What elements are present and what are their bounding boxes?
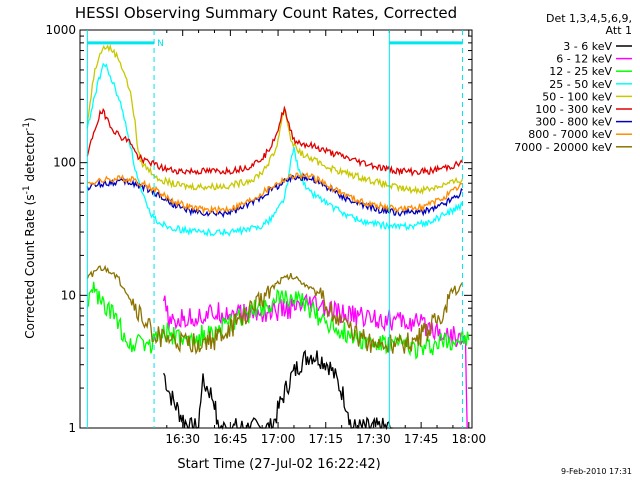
legend-header: Det 1,3,4,5,6,9,: [546, 12, 632, 25]
legend-header: Att 1: [606, 24, 632, 37]
legend-label: 800 - 7000 keV: [528, 128, 612, 141]
x-tick-label: 18:00: [452, 432, 487, 446]
y-tick-label: 1: [68, 421, 76, 435]
x-tick-label: 17:45: [404, 432, 439, 446]
annotation-n: N: [157, 39, 164, 49]
series-line: [86, 171, 463, 216]
y-axis-label-mid: detector: [23, 131, 37, 186]
series-line: [86, 43, 464, 196]
legend-label: 300 - 800 keV: [535, 116, 612, 129]
y-axis-label-sup2: -1: [22, 122, 32, 131]
legend-label: 25 - 50 keV: [549, 78, 612, 91]
y-axis-label: Corrected Count Rate (s-1 detector-1): [22, 117, 37, 338]
y-tick-label: 1000: [45, 23, 76, 37]
x-tick-label: 16:45: [213, 432, 248, 446]
legend-label: 12 - 25 keV: [549, 65, 612, 78]
y-axis-label-sup1: -1: [22, 185, 32, 194]
y-tick-label: 100: [53, 156, 76, 170]
legend-label: 6 - 12 keV: [556, 53, 612, 66]
plot-area: [79, 29, 473, 429]
series-line: [86, 105, 464, 177]
x-tick-label: 16:30: [165, 432, 200, 446]
x-axis-label: Start Time (27-Jul-02 16:22:42): [177, 457, 380, 472]
x-tick-label: 17:30: [356, 432, 391, 446]
plot-border: [79, 29, 473, 429]
y-axis-label-main: Corrected Count Rate (s: [23, 194, 37, 338]
y-tick-label: 10: [61, 288, 76, 302]
legend-label: 3 - 6 keV: [563, 40, 612, 53]
series-line: [163, 349, 393, 431]
y-axis-label-end: ): [23, 117, 37, 122]
timestamp: 9-Feb-2010 17:31: [561, 467, 632, 476]
legend-label: 50 - 100 keV: [542, 90, 612, 103]
chart-title: HESSI Observing Summary Count Rates, Cor…: [75, 4, 457, 22]
legend-label: 100 - 300 keV: [535, 103, 612, 116]
axis-ticks: 16:30 16:45 17:00 17:15 17:30 17:45 18:00 1 10 10…: [45, 23, 486, 446]
legend-label: 7000 - 20000 keV: [514, 141, 612, 154]
x-tick-label: 17:00: [261, 432, 296, 446]
series-line: [86, 62, 464, 237]
series-layer: [86, 43, 470, 431]
annotations: N: [86, 30, 463, 428]
x-tick-label: 17:15: [308, 432, 343, 446]
series-line: [162, 293, 468, 429]
